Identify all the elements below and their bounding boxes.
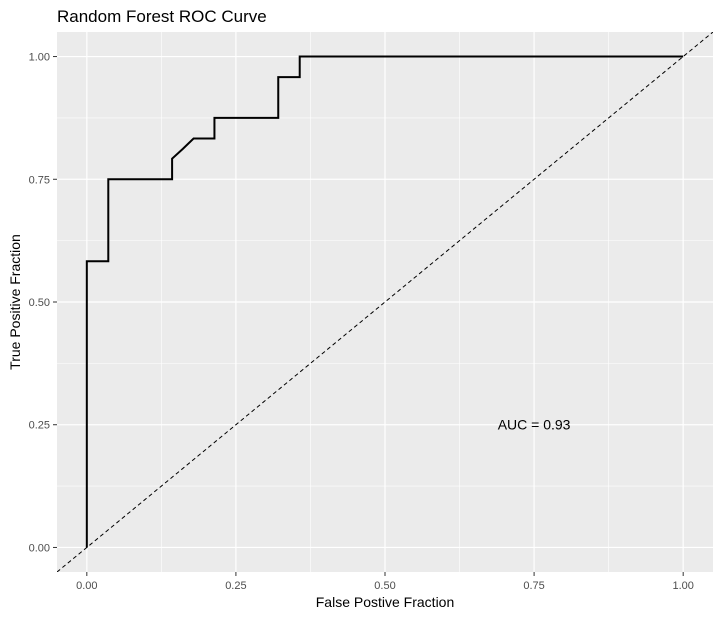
- y-tick-label: 0.25: [29, 420, 50, 432]
- auc-annotation: AUC = 0.93: [498, 417, 571, 433]
- roc-curve-line: [85, 55, 684, 548]
- y-axis-title: True Positive Fraction: [7, 234, 23, 370]
- major-gridlines: [57, 32, 713, 572]
- chart-title: Random Forest ROC Curve: [57, 7, 267, 26]
- y-tick-label: 0.75: [29, 174, 50, 186]
- x-axis-title: False Postive Fraction: [316, 594, 455, 610]
- x-tick-label: 1.00: [672, 580, 693, 592]
- x-tick-label: 0.50: [374, 580, 395, 592]
- tick-labels: 0.00 0.25 0.50 0.75 1.00 0.00 0.25 0.50 0.75 1.00: [29, 52, 694, 592]
- series-layer: [57, 32, 713, 572]
- reference-diagonal-line: [57, 32, 713, 572]
- annotations-layer: AUC = 0.93: [498, 417, 571, 433]
- axis-ticks: [53, 56, 684, 576]
- x-tick-label: 0.25: [225, 580, 246, 592]
- y-tick-label: 0.00: [29, 542, 50, 554]
- y-tick-label: 0.50: [29, 297, 50, 309]
- y-tick-label: 1.00: [29, 52, 50, 64]
- x-tick-label: 0.75: [523, 580, 544, 592]
- x-tick-label: 0.00: [76, 580, 97, 592]
